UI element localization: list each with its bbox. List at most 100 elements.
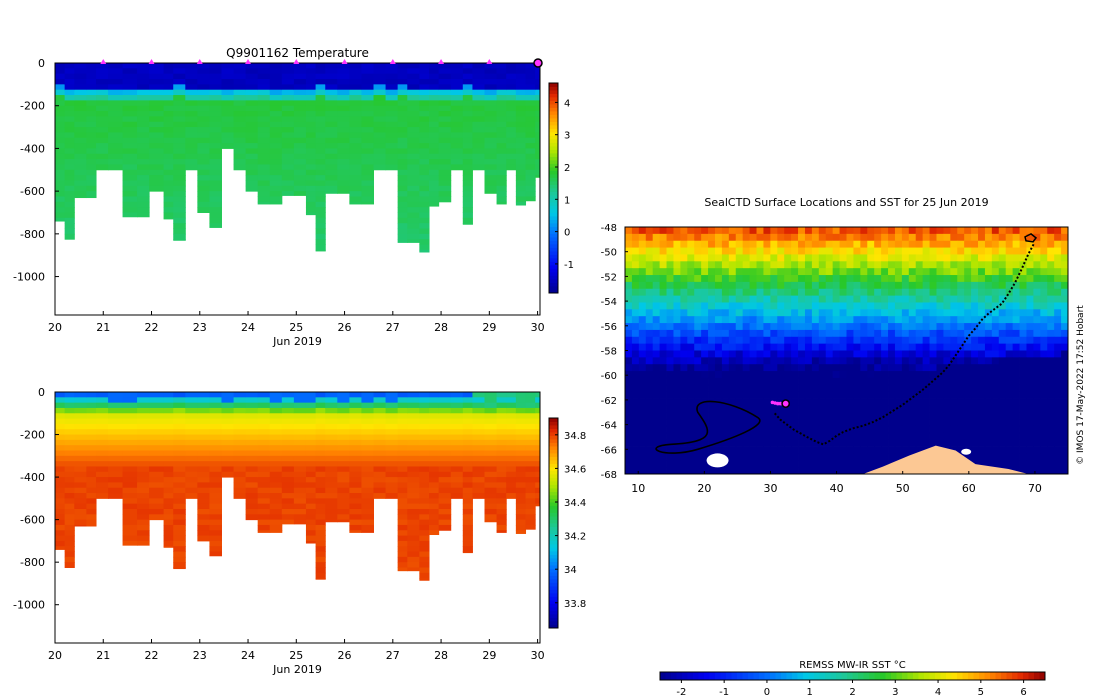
sst-cell — [867, 405, 875, 413]
profile-cell — [108, 434, 124, 441]
sst-cell — [666, 275, 674, 283]
profile-cell — [55, 482, 66, 489]
sst-cell — [901, 316, 910, 324]
sst-cell — [936, 343, 944, 351]
sst-cell — [964, 323, 972, 331]
profile-cell — [419, 73, 430, 80]
colorbar-segment — [549, 272, 558, 276]
sst-cell — [894, 350, 903, 358]
profile-cell — [163, 175, 174, 181]
sst-cell — [915, 412, 924, 420]
profile-cell — [450, 482, 464, 489]
profile-cell — [419, 567, 430, 574]
profile-cell — [397, 95, 408, 101]
profile-cell — [55, 540, 66, 547]
sst-cell — [1012, 425, 1020, 434]
profile-cell — [269, 73, 283, 80]
profile-cell — [293, 159, 307, 165]
profile-cell — [496, 127, 507, 133]
sst-cell — [735, 288, 744, 297]
sst-cell — [818, 336, 827, 345]
profile-cell — [419, 212, 430, 219]
profile-cell — [462, 217, 473, 224]
sst-cell — [673, 460, 681, 468]
profile-cell — [173, 524, 186, 531]
sst-cell — [652, 309, 661, 317]
sst-cell — [1047, 460, 1055, 468]
profile-cell — [149, 132, 165, 139]
sst-cell — [894, 357, 903, 365]
sst-cell — [659, 425, 667, 434]
y-tick-label: -1000 — [13, 599, 45, 612]
sst-cell — [978, 336, 986, 345]
sst-cell — [811, 377, 820, 386]
profile-cell — [137, 191, 150, 197]
sst-cell — [721, 295, 730, 303]
profile-cell — [86, 418, 97, 425]
sst-cell — [680, 371, 688, 379]
profile-cell — [419, 249, 430, 253]
sst-cell — [818, 419, 827, 427]
sst-cell — [708, 275, 716, 283]
profile-cell — [257, 111, 271, 117]
sst-cell — [687, 275, 695, 283]
profile-column — [361, 63, 374, 205]
sst-cell — [867, 309, 875, 317]
profile-cell — [407, 180, 420, 187]
profile-cell — [535, 121, 541, 128]
sst-cell — [756, 425, 764, 434]
sst-cell — [742, 432, 750, 441]
sst-cell — [625, 295, 633, 303]
sst-cell — [1033, 268, 1041, 276]
profile-cell — [96, 143, 109, 149]
profile-cell — [305, 89, 317, 96]
profile-cell — [269, 445, 283, 451]
profile-cell — [137, 201, 150, 208]
sst-cell — [860, 268, 868, 276]
profile-cell — [149, 445, 165, 451]
sst-cell — [1040, 247, 1048, 255]
sst-cell — [881, 391, 889, 399]
profile-cell — [438, 392, 452, 398]
profile-cell — [325, 73, 338, 80]
profile-cell — [269, 105, 283, 112]
profile-cell — [173, 100, 186, 107]
sst-cell — [770, 467, 778, 475]
profile-cell — [55, 185, 66, 192]
profile-cell — [496, 487, 507, 494]
sst-cell — [714, 288, 723, 297]
sst-cell — [708, 336, 716, 345]
sst-cell — [978, 412, 986, 420]
profile-cell — [315, 413, 326, 420]
profile-cell — [197, 519, 210, 526]
colorbar-tick-label: 3 — [564, 131, 570, 142]
profile-cell — [293, 95, 307, 101]
sst-cell — [888, 247, 896, 255]
sst-cell — [811, 398, 820, 406]
sst-cell — [991, 288, 1000, 297]
profile-cell — [305, 524, 317, 531]
sst-cell — [881, 384, 889, 393]
sst-cell — [680, 240, 688, 248]
sst-cell — [1040, 316, 1048, 324]
sst-cell — [784, 281, 792, 290]
sst-cell — [791, 329, 799, 338]
colorbar-segment — [549, 453, 558, 457]
profile-cell — [197, 450, 210, 457]
profile-cell — [245, 429, 259, 436]
profile-cell — [385, 153, 399, 160]
profile-cell — [506, 392, 517, 398]
profile-cell — [315, 196, 326, 203]
y-tick-label: -800 — [20, 228, 45, 241]
sst-cell — [1005, 329, 1014, 338]
sst-cell — [957, 275, 965, 283]
sst-cell — [1019, 425, 1027, 434]
sst-cell — [943, 391, 951, 399]
sst-cell — [908, 233, 917, 242]
sst-cell — [1026, 268, 1034, 276]
sst-cell — [666, 309, 674, 317]
profile-cell — [484, 397, 498, 404]
profile-cell — [209, 434, 222, 441]
profile-cell — [86, 455, 97, 462]
profile-cell — [397, 175, 408, 181]
